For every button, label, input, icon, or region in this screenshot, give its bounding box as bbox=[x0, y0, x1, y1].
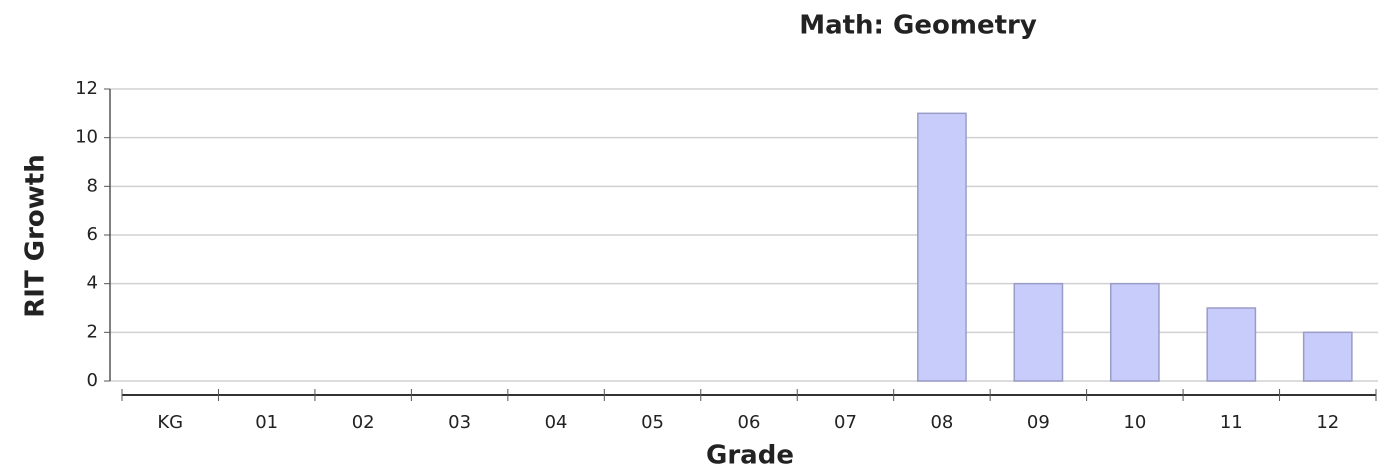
y-tick-label: 0 bbox=[87, 370, 98, 391]
y-axis-title: RIT Growth bbox=[21, 154, 51, 317]
x-tick-label: 05 bbox=[641, 412, 664, 433]
x-tick-label: 12 bbox=[1316, 412, 1339, 433]
bar bbox=[1013, 282, 1064, 382]
bar bbox=[1206, 307, 1257, 382]
y-tick-label: 6 bbox=[87, 224, 98, 245]
x-tick-label: 04 bbox=[545, 412, 568, 433]
x-tick-label: 11 bbox=[1220, 412, 1243, 433]
y-tick-label: 12 bbox=[75, 78, 98, 99]
chart-title: Math: Geometry bbox=[799, 11, 1037, 41]
y-tick-label: 10 bbox=[75, 127, 98, 148]
y-tick-label: 8 bbox=[87, 175, 98, 196]
bar bbox=[1302, 331, 1353, 382]
x-tick-label: 10 bbox=[1123, 412, 1146, 433]
bar bbox=[917, 112, 967, 382]
y-tick-label: 4 bbox=[87, 273, 98, 294]
bar bbox=[1109, 282, 1160, 382]
x-tick-label: 08 bbox=[930, 412, 953, 433]
x-tick-label: 07 bbox=[834, 412, 857, 433]
x-tick-label: 03 bbox=[448, 412, 471, 433]
x-tick-label: 06 bbox=[738, 412, 761, 433]
x-tick-label: 01 bbox=[255, 412, 278, 433]
y-tick-label: 2 bbox=[87, 321, 98, 342]
x-axis-title: Grade bbox=[706, 441, 794, 471]
x-tick-label: 09 bbox=[1027, 412, 1050, 433]
x-tick-label: 02 bbox=[352, 412, 375, 433]
x-tick-label: KG bbox=[157, 412, 183, 433]
